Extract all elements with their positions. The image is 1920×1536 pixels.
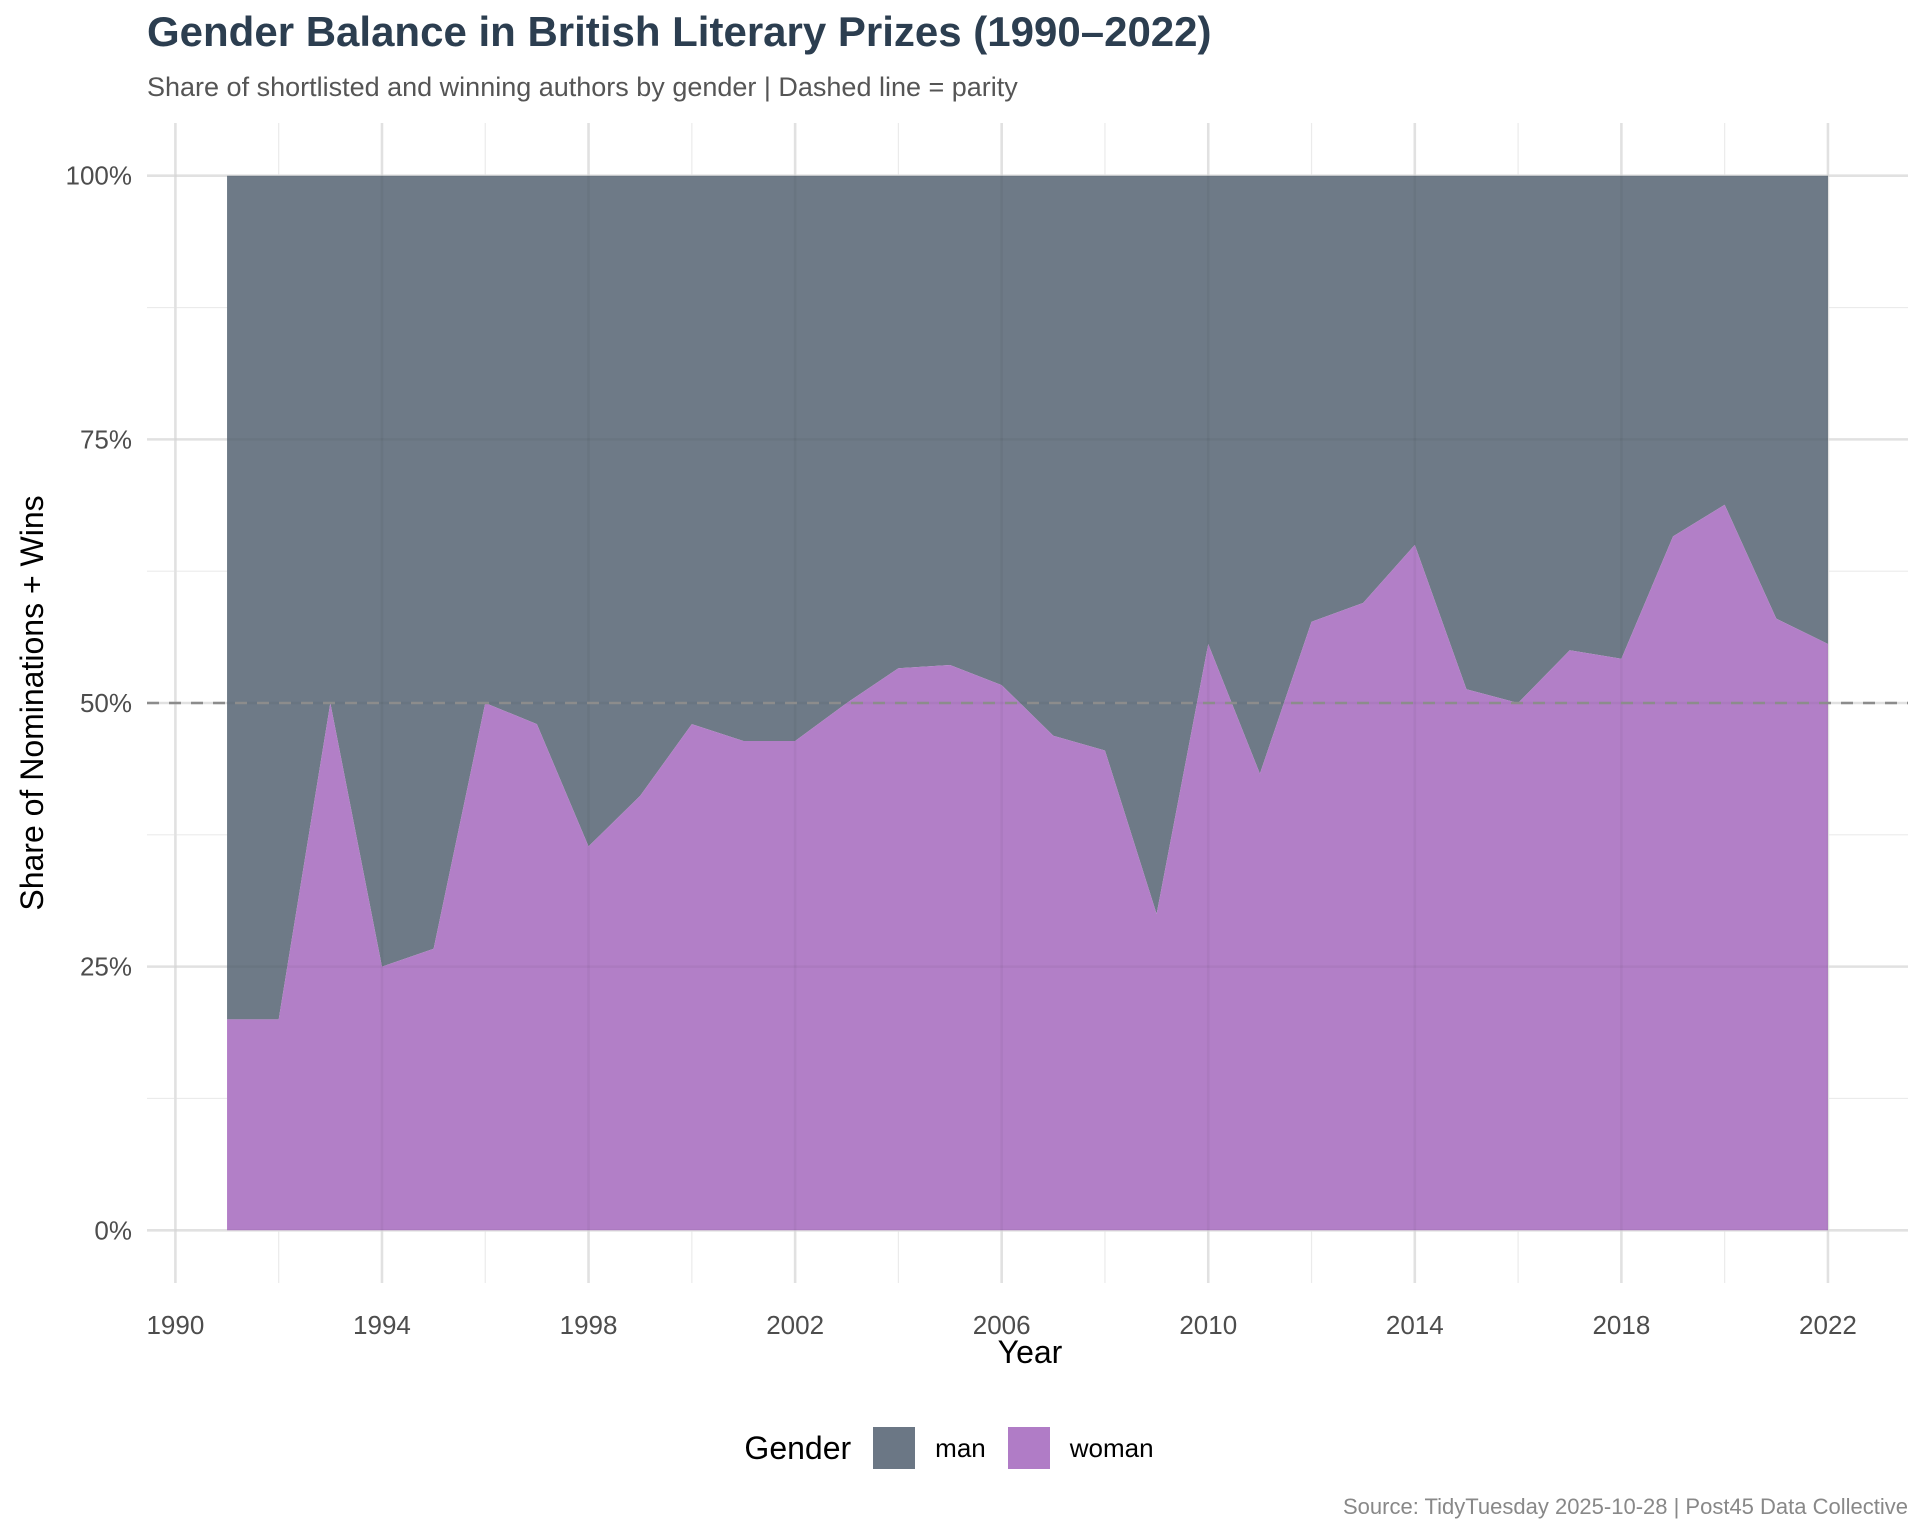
- legend-title: Gender: [744, 1429, 852, 1466]
- chart-subtitle: Share of shortlisted and winning authors…: [147, 72, 1018, 102]
- y-tick-label: 100%: [66, 161, 133, 191]
- x-tick-label: 2002: [766, 1310, 824, 1340]
- y-tick-label: 75%: [80, 424, 132, 454]
- x-tick-label: 1994: [353, 1310, 411, 1340]
- chart-caption: Source: TidyTuesday 2025-10-28 | Post45 …: [1343, 1494, 1908, 1519]
- legend-item-woman: woman: [1007, 1427, 1154, 1469]
- legend: Gender man woman: [0, 1420, 1920, 1476]
- y-tick-label: 50%: [80, 688, 132, 718]
- legend-swatch-woman: [1007, 1427, 1050, 1469]
- tick-labels: 1990 1994 1998 2002 2006 2010 2014 2018 2022 0% 25…: [66, 161, 1857, 1340]
- x-axis-title: Year: [998, 1334, 1063, 1370]
- x-tick-label: 2006: [973, 1310, 1031, 1340]
- x-tick-label: 2014: [1386, 1310, 1444, 1340]
- legend-swatch-man: [873, 1427, 916, 1469]
- x-tick-label: 1998: [560, 1310, 618, 1340]
- x-tick-label: 2022: [1799, 1310, 1857, 1340]
- area-man: [227, 175, 1828, 1020]
- legend-label-man: man: [935, 1432, 986, 1463]
- x-tick-label: 2018: [1592, 1310, 1650, 1340]
- y-tick-label: 0%: [94, 1215, 132, 1245]
- area-woman: [227, 504, 1828, 1231]
- legend-label-woman: woman: [1069, 1432, 1154, 1463]
- x-tick-label: 2010: [1179, 1310, 1237, 1340]
- legend-item-man: man: [873, 1427, 986, 1469]
- y-axis-title: Share of Nominations + Wins: [14, 495, 50, 910]
- x-tick-label: 1990: [146, 1310, 204, 1340]
- chart-title: Gender Balance in British Literary Prize…: [147, 8, 1212, 55]
- y-tick-label: 25%: [80, 952, 132, 982]
